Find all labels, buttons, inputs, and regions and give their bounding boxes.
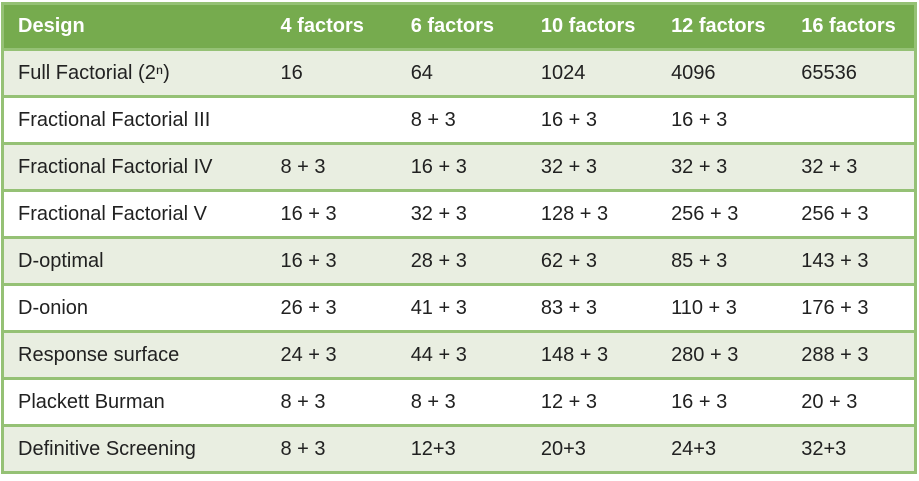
runs-value-cell: 24 + 3 — [264, 330, 395, 380]
runs-value-cell: 16 + 3 — [655, 95, 786, 145]
design-name-cell: Plackett Burman — [2, 377, 265, 427]
runs-value-cell: 62 + 3 — [524, 236, 656, 286]
runs-value-cell: 16 + 3 — [264, 236, 395, 286]
runs-value-cell: 12+3 — [394, 424, 525, 474]
doe-runs-table: Design 4 factors 6 factors 10 factors 12 fac… — [1, 2, 917, 474]
runs-value-cell: 16 + 3 — [394, 142, 525, 192]
runs-value-cell: 16 + 3 — [264, 189, 395, 239]
runs-value-cell: 83 + 3 — [524, 283, 656, 333]
runs-value-cell: 32 + 3 — [524, 142, 656, 192]
table-row: Full Factorial (2ⁿ) 16 64 1024 4096 65536 — [2, 48, 916, 98]
runs-value-cell: 288 + 3 — [785, 330, 916, 380]
runs-value-cell: 280 + 3 — [655, 330, 786, 380]
design-name-cell: D-optimal — [2, 236, 265, 286]
design-name-cell: Definitive Screening — [2, 424, 265, 474]
runs-value-cell — [264, 95, 395, 145]
design-name-cell: Fractional Factorial V — [2, 189, 265, 239]
column-header: 10 factors — [524, 2, 656, 51]
runs-value-cell: 32 + 3 — [655, 142, 786, 192]
runs-value-cell: 176 + 3 — [785, 283, 916, 333]
runs-value-cell: 4096 — [655, 48, 786, 98]
runs-value-cell: 20 + 3 — [785, 377, 916, 427]
design-name-cell: Full Factorial (2ⁿ) — [2, 48, 265, 98]
runs-value-cell: 8 + 3 — [264, 142, 395, 192]
design-name-cell: D-onion — [2, 283, 265, 333]
runs-value-cell: 12 + 3 — [524, 377, 656, 427]
table-body: Full Factorial (2ⁿ) 16 64 1024 4096 65536 Frac… — [2, 48, 916, 474]
table-row: Response surface 24 + 3 44 + 3 148 + 3 280 +… — [2, 330, 916, 380]
runs-value-cell: 1024 — [524, 48, 656, 98]
runs-value-cell: 8 + 3 — [264, 377, 395, 427]
runs-value-cell: 8 + 3 — [394, 95, 525, 145]
runs-value-cell: 24+3 — [655, 424, 786, 474]
runs-value-cell: 148 + 3 — [524, 330, 656, 380]
runs-value-cell: 65536 — [785, 48, 916, 98]
table-row: D-optimal 16 + 3 28 + 3 62 + 3 85 + 3 143 + 3 — [2, 236, 916, 286]
table-row: Fractional Factorial V 16 + 3 32 + 3 128 + … — [2, 189, 916, 239]
table-row: Definitive Screening 8 + 3 12+3 20+3 24+3 32+… — [2, 424, 916, 474]
runs-value-cell: 64 — [394, 48, 525, 98]
design-name-cell: Fractional Factorial IV — [2, 142, 265, 192]
runs-value-cell: 41 + 3 — [394, 283, 525, 333]
column-header: 6 factors — [394, 2, 525, 51]
column-header: 4 factors — [264, 2, 395, 51]
runs-value-cell — [785, 95, 916, 145]
column-header: 16 factors — [785, 2, 916, 51]
table-row: D-onion 26 + 3 41 + 3 83 + 3 110 + 3 176 + 3 — [2, 283, 916, 333]
runs-value-cell: 16 + 3 — [524, 95, 656, 145]
runs-value-cell: 32 + 3 — [394, 189, 525, 239]
runs-value-cell: 8 + 3 — [394, 377, 525, 427]
runs-value-cell: 85 + 3 — [655, 236, 786, 286]
runs-value-cell: 28 + 3 — [394, 236, 525, 286]
runs-value-cell: 128 + 3 — [524, 189, 656, 239]
runs-value-cell: 256 + 3 — [655, 189, 786, 239]
runs-value-cell: 26 + 3 — [264, 283, 395, 333]
header-row: Design 4 factors 6 factors 10 factors 12 fac… — [2, 2, 916, 51]
design-name-cell: Response surface — [2, 330, 265, 380]
runs-value-cell: 32 + 3 — [785, 142, 916, 192]
table-header: Design 4 factors 6 factors 10 factors 12 fac… — [2, 2, 916, 51]
runs-value-cell: 110 + 3 — [655, 283, 786, 333]
runs-value-cell: 143 + 3 — [785, 236, 916, 286]
runs-value-cell: 16 + 3 — [655, 377, 786, 427]
runs-value-cell: 44 + 3 — [394, 330, 525, 380]
column-header: 12 factors — [655, 2, 786, 51]
runs-value-cell: 16 — [264, 48, 395, 98]
table-row: Fractional Factorial IV 8 + 3 16 + 3 32 + 3… — [2, 142, 916, 192]
runs-value-cell: 20+3 — [524, 424, 656, 474]
runs-value-cell: 8 + 3 — [264, 424, 395, 474]
column-header: Design — [2, 2, 265, 51]
design-name-cell: Fractional Factorial III — [2, 95, 265, 145]
table-row: Fractional Factorial III 8 + 3 16 + 3 16 + … — [2, 95, 916, 145]
runs-value-cell: 32+3 — [785, 424, 916, 474]
runs-value-cell: 256 + 3 — [785, 189, 916, 239]
